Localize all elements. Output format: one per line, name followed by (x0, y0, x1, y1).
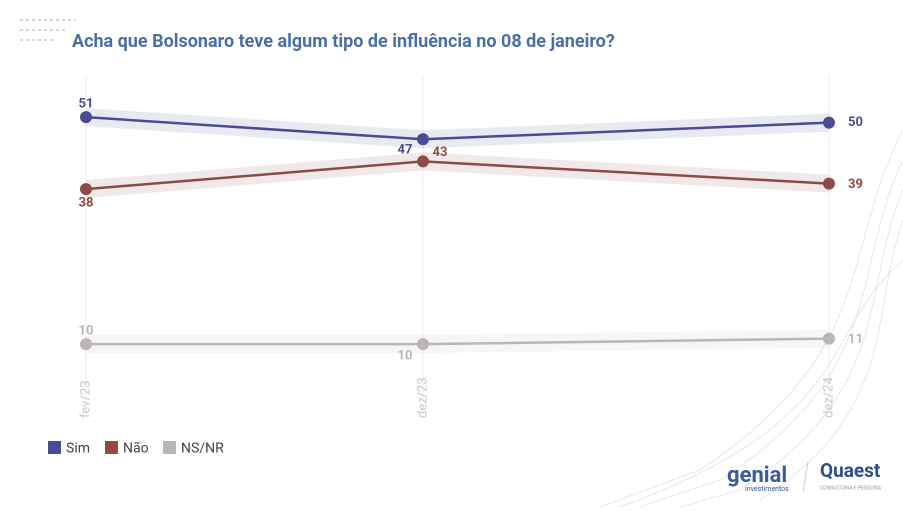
data-label: 47 (398, 143, 413, 158)
data-label: 38 (79, 196, 94, 211)
legend-label: NS/NR (181, 441, 224, 457)
data-label: 50 (848, 115, 863, 130)
x-tick-label: dez/24 (821, 377, 836, 418)
chart-title: Acha que Bolsonaro teve algum tipo de in… (72, 31, 615, 52)
divider (802, 461, 809, 493)
data-label: 39 (848, 177, 863, 192)
corner-marks (20, 19, 76, 41)
data-label: 10 (398, 349, 413, 364)
legend-swatch (163, 441, 176, 454)
legend-swatch (48, 441, 61, 454)
logo-sub: investimentos (745, 485, 789, 493)
logo: genial (727, 463, 787, 488)
legend-label: Não (123, 441, 149, 457)
x-tick-label: fev/23 (78, 381, 93, 418)
legend-label: Sim (66, 441, 90, 457)
marker (417, 133, 429, 146)
data-label: 43 (433, 145, 448, 160)
confidence-band (86, 152, 829, 199)
x-tick-label: dez/23 (415, 377, 430, 418)
data-label: 10 (79, 324, 94, 339)
logo: Quaest (820, 459, 881, 482)
data-label: 51 (79, 97, 94, 112)
marker (417, 338, 429, 351)
decoration (599, 129, 903, 508)
marker (80, 111, 92, 124)
marker (823, 116, 835, 129)
confidence-band (86, 108, 829, 149)
legend-swatch (105, 441, 118, 454)
marker (823, 332, 835, 345)
marker (417, 155, 429, 168)
marker (80, 338, 92, 351)
logo-sub: CONSULTORIA E PESQUISA (820, 485, 882, 491)
marker (823, 177, 835, 190)
data-label: 11 (848, 332, 863, 347)
confidence-band (86, 329, 829, 354)
marker (80, 183, 92, 196)
